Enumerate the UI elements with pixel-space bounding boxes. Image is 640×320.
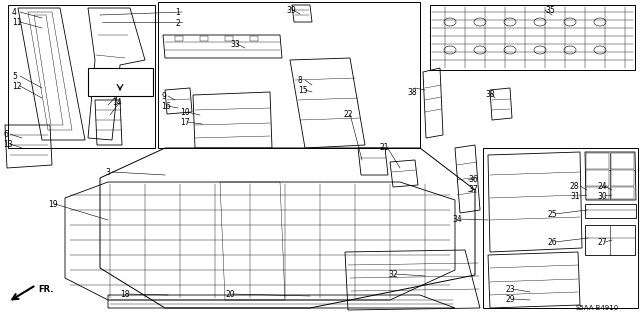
Text: B-49-20: B-49-20 xyxy=(97,76,143,86)
Text: 7: 7 xyxy=(112,88,117,97)
Text: 19: 19 xyxy=(48,200,58,209)
Text: 5: 5 xyxy=(12,72,17,81)
Text: 31: 31 xyxy=(570,192,580,201)
Bar xyxy=(88,68,153,96)
Text: 38: 38 xyxy=(485,90,495,99)
Bar xyxy=(175,36,183,41)
Bar xyxy=(611,170,634,186)
Bar xyxy=(611,187,634,199)
Bar xyxy=(250,36,258,41)
Text: 3: 3 xyxy=(105,168,110,177)
Text: 17: 17 xyxy=(180,118,189,127)
Text: 15: 15 xyxy=(298,86,308,95)
Text: S5AA-B4910: S5AA-B4910 xyxy=(575,305,618,311)
Text: 34: 34 xyxy=(452,215,461,224)
Bar xyxy=(225,36,233,41)
Text: 30: 30 xyxy=(597,192,607,201)
Text: 1: 1 xyxy=(175,8,180,17)
Text: 23: 23 xyxy=(506,285,516,294)
Text: 4: 4 xyxy=(12,8,17,17)
Text: 14: 14 xyxy=(112,98,122,107)
Text: 8: 8 xyxy=(298,76,303,85)
Text: 9: 9 xyxy=(161,92,166,101)
Text: 16: 16 xyxy=(161,102,171,111)
Text: 29: 29 xyxy=(506,295,516,304)
Text: 10: 10 xyxy=(180,108,189,117)
Text: FR.: FR. xyxy=(38,285,54,294)
Text: 25: 25 xyxy=(548,210,557,219)
Bar xyxy=(586,187,609,199)
Text: 37: 37 xyxy=(468,185,477,194)
Text: 24: 24 xyxy=(597,182,607,191)
Text: 13: 13 xyxy=(3,140,13,149)
Text: 32: 32 xyxy=(388,270,397,279)
Text: 18: 18 xyxy=(120,290,129,299)
Text: 11: 11 xyxy=(12,18,22,27)
Text: 20: 20 xyxy=(225,290,235,299)
Text: 38: 38 xyxy=(407,88,417,97)
Text: 12: 12 xyxy=(12,82,22,91)
Text: 21: 21 xyxy=(380,143,390,152)
Bar xyxy=(200,36,208,41)
Text: 2: 2 xyxy=(175,19,180,28)
Text: 26: 26 xyxy=(548,238,557,247)
Text: 33: 33 xyxy=(230,40,240,49)
Text: 35: 35 xyxy=(545,6,555,15)
Text: 39: 39 xyxy=(286,6,296,15)
Text: 28: 28 xyxy=(570,182,579,191)
Bar xyxy=(586,170,609,186)
Bar xyxy=(611,153,634,169)
Bar xyxy=(586,153,609,169)
Polygon shape xyxy=(8,285,36,302)
Text: 6: 6 xyxy=(3,130,8,139)
Text: 22: 22 xyxy=(343,110,353,119)
Text: 36: 36 xyxy=(468,175,477,184)
Text: 27: 27 xyxy=(598,238,607,247)
